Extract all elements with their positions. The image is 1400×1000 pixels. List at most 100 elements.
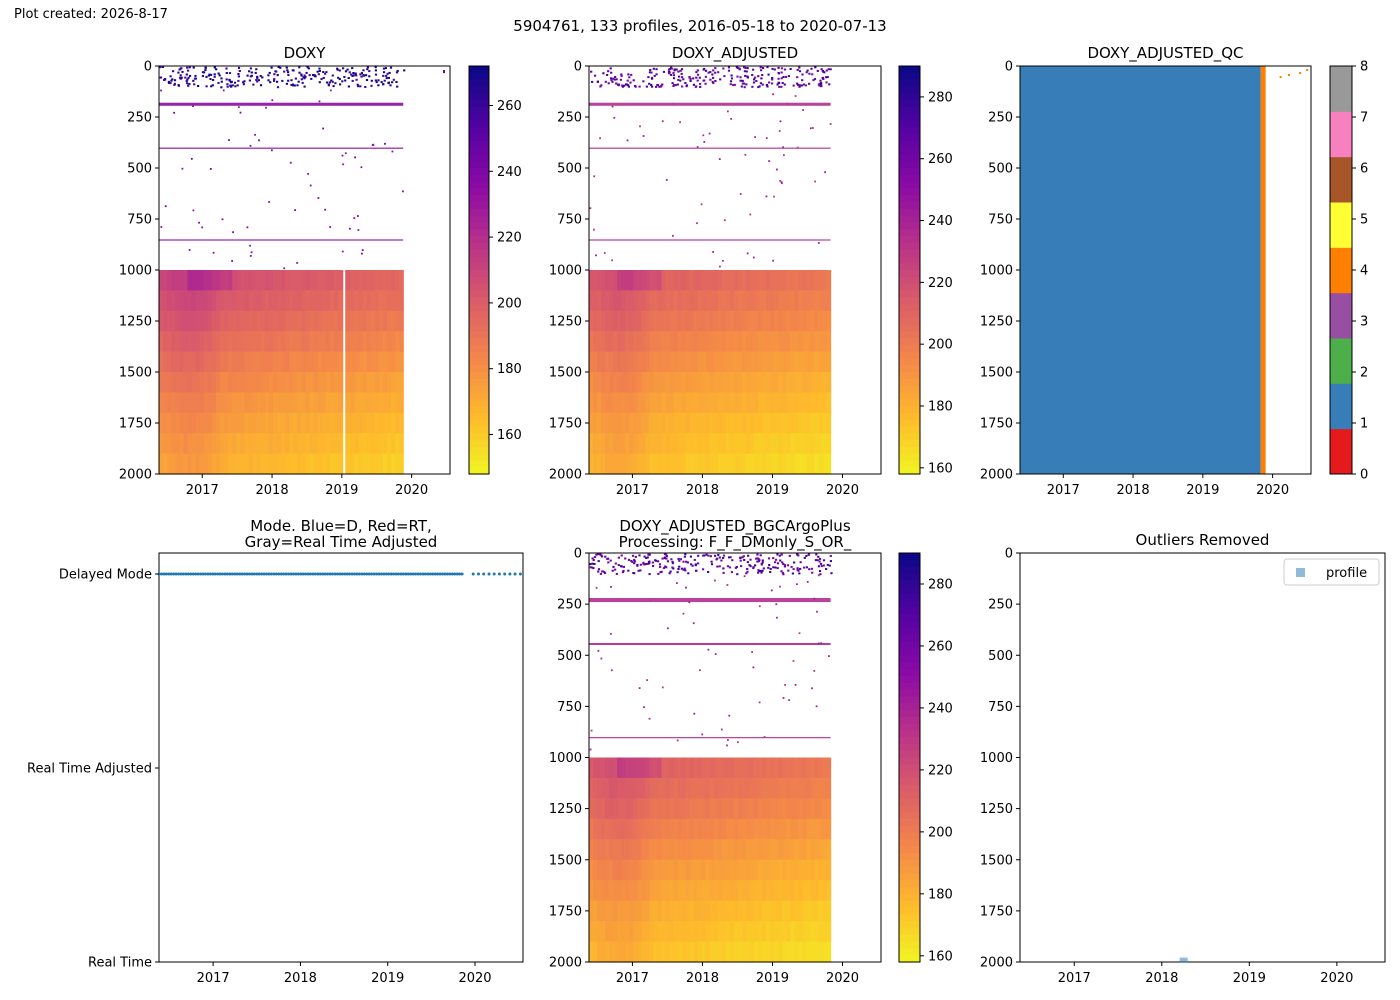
surface-point xyxy=(255,79,258,81)
mode-point xyxy=(306,572,310,576)
surface-point xyxy=(382,67,385,70)
surface-point xyxy=(368,75,371,78)
heatmap-cell xyxy=(313,310,319,332)
heatmap-cell xyxy=(285,290,290,312)
heatmap-cell xyxy=(244,331,250,353)
heatmap-cell xyxy=(281,412,286,434)
heatmap-cell xyxy=(685,372,691,393)
heatmap-cell xyxy=(187,351,193,373)
heatmap-cell xyxy=(758,818,763,840)
heatmap-cell xyxy=(669,270,675,291)
heatmap-cell xyxy=(750,921,755,943)
surface-point xyxy=(318,67,321,70)
heatmap-cell xyxy=(346,270,351,291)
heatmap-cell xyxy=(386,310,392,332)
heatmap-cell xyxy=(297,433,303,455)
surface-point xyxy=(621,85,624,88)
heatmap-cell xyxy=(297,310,303,332)
heatmap-cell xyxy=(750,331,755,353)
sparse-point xyxy=(164,205,167,208)
heatmap-cell xyxy=(770,757,775,779)
heatmap-cell xyxy=(705,392,711,414)
heatmap-cell xyxy=(232,412,237,434)
colorbar-segment xyxy=(899,236,920,244)
surface-point xyxy=(297,80,300,83)
heatmap-cell xyxy=(195,290,201,312)
heatmap-cell xyxy=(653,270,659,291)
surface-point xyxy=(788,554,791,557)
colorbar-segment xyxy=(899,426,920,434)
heatmap-cell xyxy=(203,310,209,332)
surface-point xyxy=(751,85,754,88)
mode-point xyxy=(208,572,212,576)
missing-profile-gap xyxy=(343,270,346,474)
colorbar-segment xyxy=(899,453,920,461)
surface-point xyxy=(273,78,276,81)
heatmap-cell xyxy=(621,270,626,291)
surface-point xyxy=(300,73,303,76)
heatmap-cell xyxy=(374,351,380,373)
surface-point xyxy=(634,85,637,88)
heatmap-cell xyxy=(378,290,384,312)
heatmap-cell xyxy=(677,372,683,393)
sparse-point xyxy=(354,156,356,159)
heatmap-cell xyxy=(264,372,270,393)
sparse-point xyxy=(361,252,363,255)
heatmap-cell xyxy=(701,777,707,799)
colorbar-tick-label: 160 xyxy=(928,949,953,964)
heatmap-cell xyxy=(701,270,707,291)
sparse-point xyxy=(294,209,296,211)
colorbar-segment xyxy=(899,324,920,332)
surface-point xyxy=(617,83,621,86)
mode-point xyxy=(399,572,403,576)
colorbar-segment xyxy=(899,317,920,325)
heatmap-cell xyxy=(814,392,820,414)
heatmap-cell xyxy=(601,941,606,963)
surface-point xyxy=(714,80,717,82)
mode-point xyxy=(409,572,413,576)
surface-point xyxy=(629,81,632,84)
heatmap-cell xyxy=(399,372,404,393)
colorbar-segment xyxy=(899,737,920,745)
sparse-point xyxy=(360,166,363,169)
surface-point xyxy=(722,557,725,559)
colorbar-segment xyxy=(899,66,920,74)
heatmap-cell xyxy=(589,859,594,881)
heatmap-cell xyxy=(391,331,396,353)
surface-point xyxy=(719,78,722,81)
surface-point xyxy=(384,67,387,70)
surface-point xyxy=(255,68,258,71)
mode-point xyxy=(216,572,220,576)
heatmap-cell xyxy=(709,290,715,312)
heatmap-cell xyxy=(677,270,683,291)
heatmap-cell xyxy=(305,392,311,414)
sparse-point xyxy=(611,259,613,262)
heatmap-cell xyxy=(750,453,755,475)
sparse-point xyxy=(190,157,193,160)
y-tick-label: 0 xyxy=(574,60,582,75)
heatmap-cell xyxy=(721,331,727,353)
heatmap-cell xyxy=(737,921,743,943)
heatmap-cell xyxy=(621,310,626,332)
surface-point xyxy=(617,564,620,567)
heatmap-cell xyxy=(313,453,319,475)
mode-point xyxy=(453,572,457,576)
heatmap-cell xyxy=(794,372,799,393)
heatmap-cell xyxy=(798,392,803,414)
surface-point xyxy=(735,66,738,69)
heatmap-cell xyxy=(645,412,650,434)
surface-point xyxy=(287,79,290,82)
heatmap-cell xyxy=(657,372,663,393)
heatmap-cell xyxy=(159,392,164,414)
heatmap-cell xyxy=(697,433,703,455)
y-tick-label: 2000 xyxy=(549,956,582,971)
heatmap-cell xyxy=(366,270,372,291)
heatmap-cell xyxy=(228,392,233,414)
heatmap-cell xyxy=(264,310,270,332)
surface-point xyxy=(796,567,799,570)
surface-point xyxy=(620,73,623,76)
surface-point xyxy=(312,74,315,76)
sparse-point xyxy=(249,144,252,147)
heatmap-cell xyxy=(806,351,812,373)
heatmap-cell xyxy=(593,818,598,840)
